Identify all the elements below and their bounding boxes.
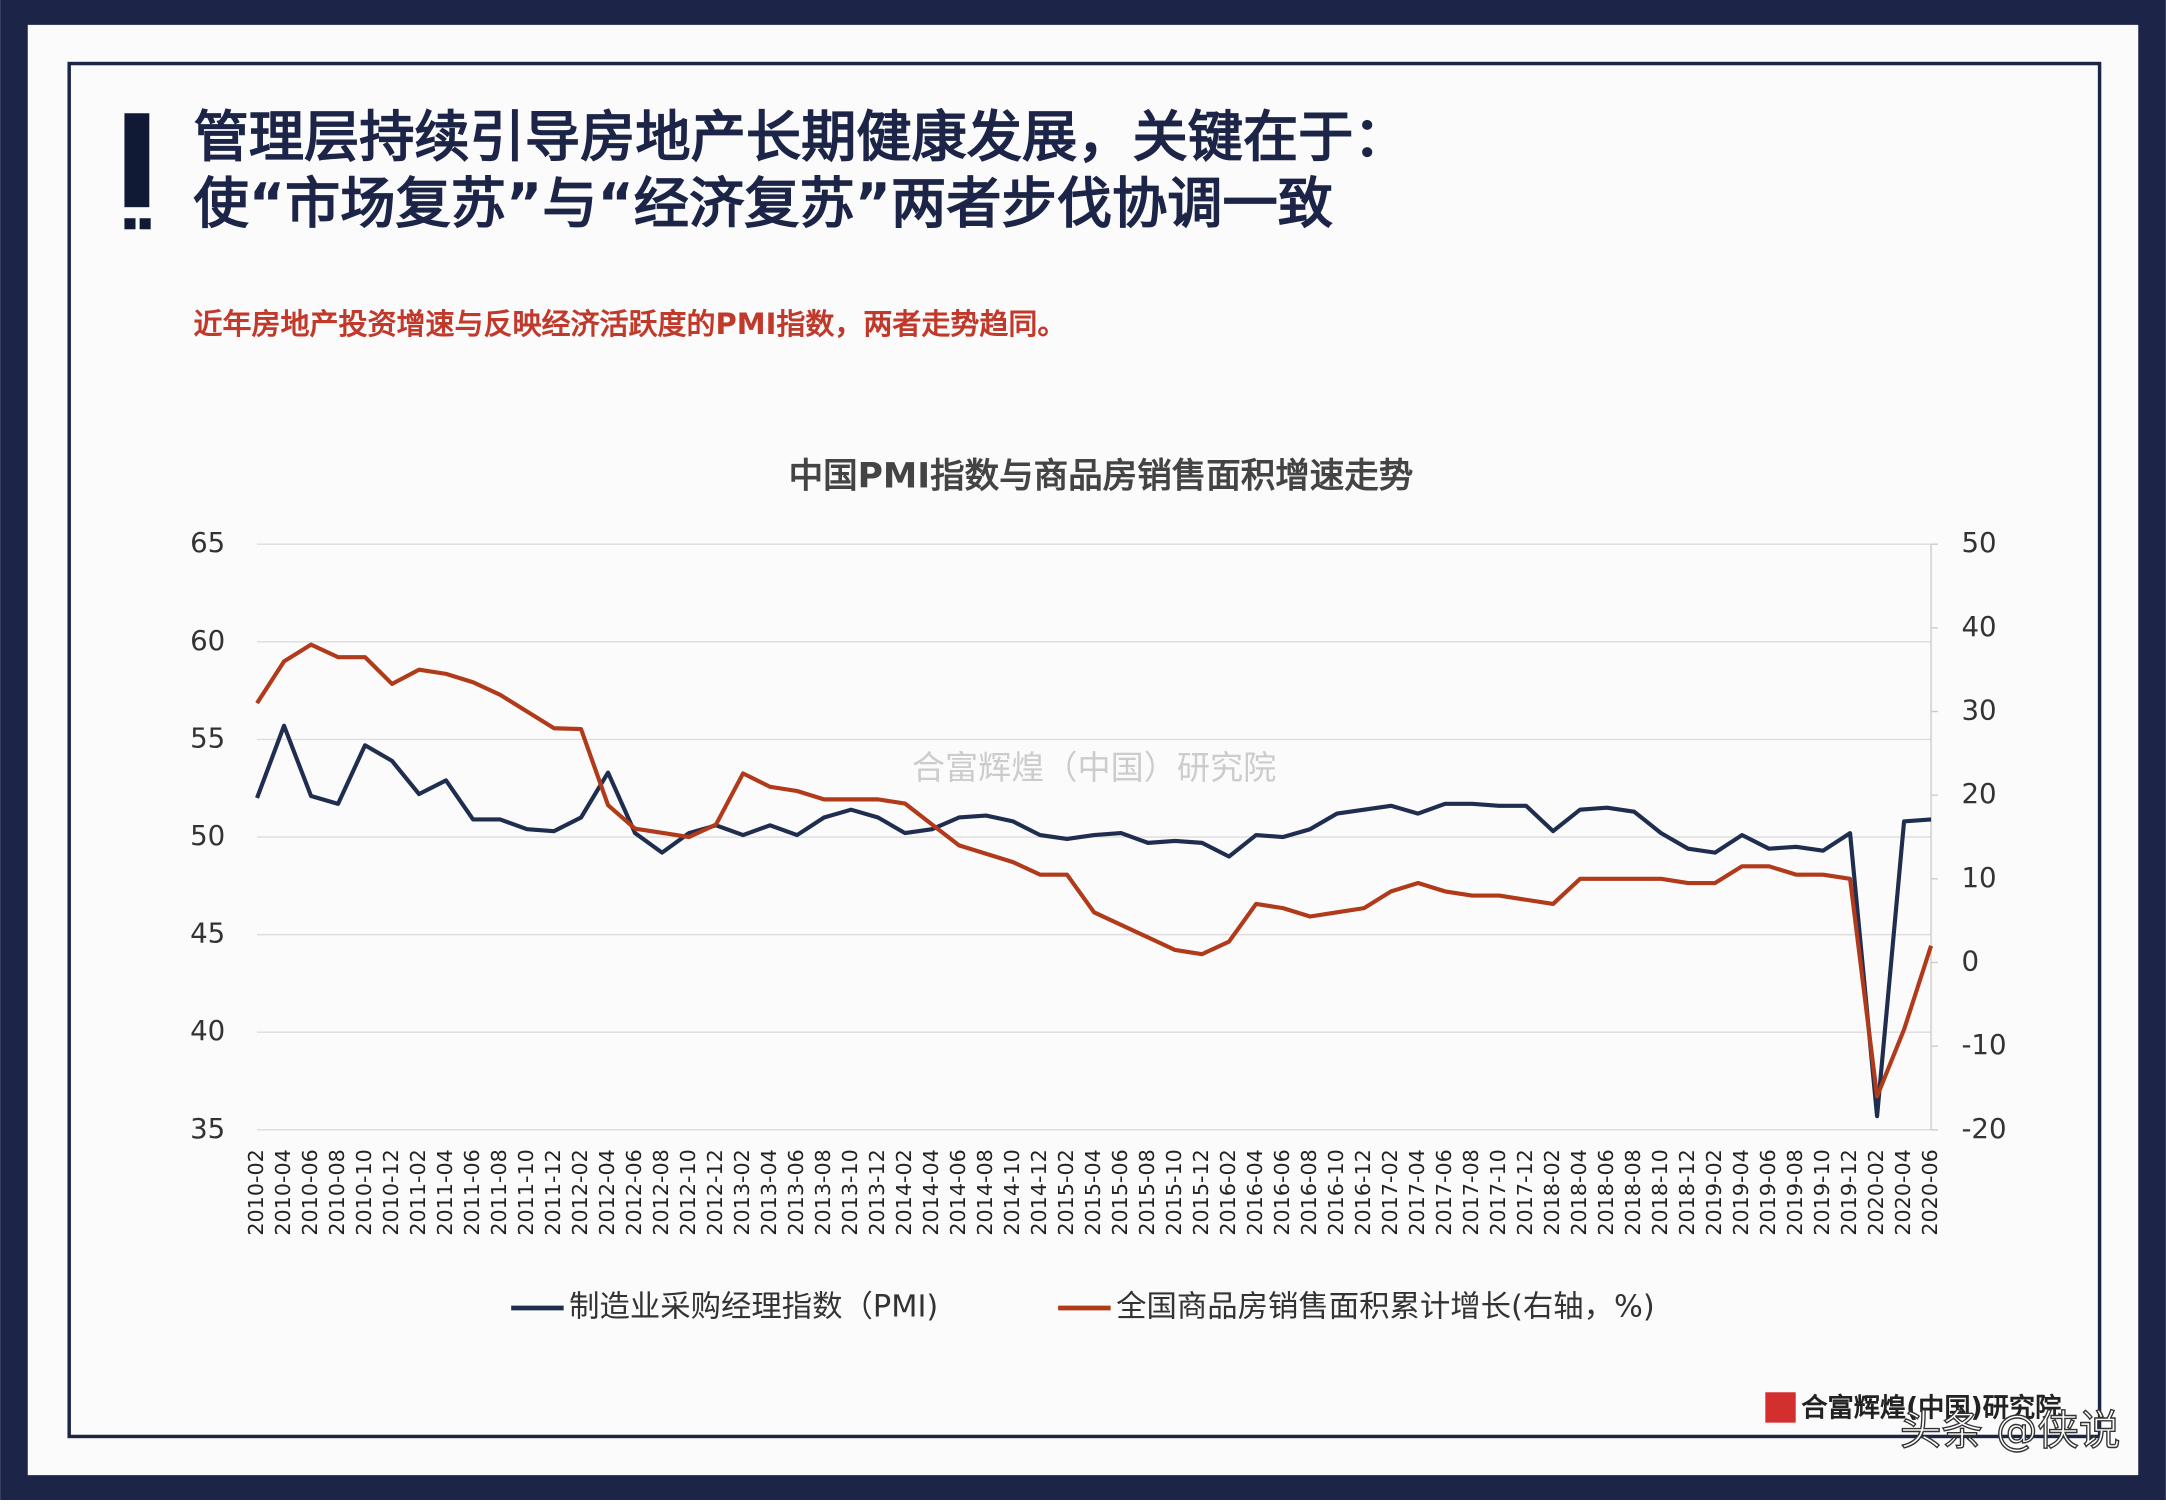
x-tick-label: 2020-04: [1891, 1149, 1915, 1236]
x-tick-label: 2011-02: [406, 1149, 430, 1236]
x-tick-label: 2013-06: [784, 1149, 808, 1236]
x-tick-label: 2018-12: [1675, 1149, 1699, 1236]
x-tick-label: 2010-06: [298, 1149, 322, 1236]
inner-border: [67, 61, 2102, 1439]
y-tick-label: 50: [190, 819, 225, 852]
x-tick-label: 2020-02: [1864, 1149, 1888, 1236]
x-tick-label: 2010-08: [325, 1149, 349, 1236]
y2-tick-label: 0: [1961, 945, 1979, 978]
logo-icon: [1765, 1392, 1796, 1423]
title-mark: [124, 218, 136, 230]
title-mark: [124, 113, 150, 208]
x-tick-label: 2019-04: [1729, 1149, 1753, 1236]
x-tick-label: 2010-12: [379, 1149, 403, 1236]
x-tick-label: 2016-08: [1297, 1149, 1321, 1236]
x-tick-label: 2016-10: [1324, 1149, 1348, 1236]
x-tick-label: 2018-10: [1648, 1149, 1672, 1236]
y-tick-label: 60: [190, 624, 225, 657]
x-tick-label: 2011-08: [487, 1149, 511, 1236]
x-tick-label: 2012-06: [622, 1149, 646, 1236]
x-tick-label: 2013-10: [838, 1149, 862, 1236]
x-tick-label: 2013-04: [757, 1149, 781, 1236]
x-tick-label: 2014-08: [973, 1149, 997, 1236]
x-tick-label: 2010-04: [271, 1149, 295, 1236]
x-tick-label: 2011-06: [460, 1149, 484, 1236]
x-tick-label: 2014-12: [1027, 1149, 1051, 1236]
x-tick-label: 2015-10: [1162, 1149, 1186, 1236]
logo-text: 合富辉煌(中国)研究院: [1801, 1392, 2061, 1423]
x-tick-label: 2015-12: [1189, 1149, 1213, 1236]
x-tick-label: 2013-02: [730, 1149, 754, 1236]
x-tick-label: 2016-04: [1243, 1149, 1267, 1236]
x-tick-label: 2014-10: [1000, 1149, 1024, 1236]
x-tick-label: 2019-02: [1702, 1149, 1726, 1236]
x-tick-label: 2015-04: [1081, 1149, 1105, 1236]
y-tick-label: 45: [190, 917, 225, 950]
x-tick-label: 2016-02: [1216, 1149, 1240, 1236]
subtitle: 近年房地产投资增速与反映经济活跃度的PMI指数，两者走势趋同。: [193, 307, 1066, 341]
y2-tick-label: 30: [1961, 694, 1996, 727]
x-tick-label: 2013-12: [865, 1149, 889, 1236]
x-tick-label: 2019-10: [1810, 1149, 1834, 1236]
y-tick-label: 35: [190, 1112, 225, 1145]
legend-label: 全国商品房销售面积累计增长(右轴，%): [1116, 1290, 1655, 1325]
x-tick-label: 2017-04: [1405, 1149, 1429, 1236]
x-tick-label: 2012-02: [568, 1149, 592, 1236]
x-tick-label: 2018-02: [1540, 1149, 1564, 1236]
credit: 头条 @侠说: [1900, 1407, 2120, 1455]
x-tick-label: 2018-04: [1567, 1149, 1591, 1236]
x-tick-label: 2019-12: [1837, 1149, 1861, 1236]
chart-title: 中国PMI指数与商品房销售面积增速走势: [789, 456, 1414, 496]
x-tick-label: 2010-10: [352, 1149, 376, 1236]
y-tick-label: 65: [190, 526, 225, 559]
legend-label: 制造业采购经理指数（PMI): [569, 1290, 938, 1325]
x-tick-label: 2011-12: [541, 1149, 565, 1236]
x-tick-label: 2017-10: [1486, 1149, 1510, 1236]
x-tick-label: 2018-06: [1594, 1149, 1618, 1236]
x-tick-label: 2015-02: [1054, 1149, 1078, 1236]
x-tick-label: 2012-04: [595, 1149, 619, 1236]
x-tick-label: 2013-08: [811, 1149, 835, 1236]
x-tick-label: 2015-08: [1135, 1149, 1159, 1236]
title: 使“市场复苏”与“经济复苏”两者步伐协调一致: [193, 172, 1333, 236]
x-tick-label: 2017-02: [1378, 1149, 1402, 1236]
x-tick-label: 2012-10: [676, 1149, 700, 1236]
y2-tick-label: 10: [1961, 861, 1996, 894]
x-tick-label: 2011-04: [433, 1149, 457, 1236]
x-tick-label: 2017-08: [1459, 1149, 1483, 1236]
x-tick-label: 2019-06: [1756, 1149, 1780, 1236]
sheet: [27, 24, 2139, 1476]
y2-tick-label: -10: [1961, 1028, 2006, 1061]
x-tick-label: 2016-12: [1351, 1149, 1375, 1236]
title-mark: [139, 218, 151, 230]
x-tick-label: 2014-04: [919, 1149, 943, 1236]
x-tick-label: 2016-06: [1270, 1149, 1294, 1236]
y2-tick-label: -20: [1961, 1112, 2006, 1145]
x-tick-label: 2017-12: [1513, 1149, 1537, 1236]
x-tick-label: 2012-08: [649, 1149, 673, 1236]
x-tick-label: 2017-06: [1432, 1149, 1456, 1236]
y-tick-label: 40: [190, 1014, 225, 1047]
y2-tick-label: 50: [1961, 526, 1996, 559]
x-tick-label: 2019-08: [1783, 1149, 1807, 1236]
y2-tick-label: 40: [1961, 610, 1996, 643]
series-line: [255, 642, 1934, 1099]
x-tick-label: 2014-06: [946, 1149, 970, 1236]
x-tick-label: 2020-06: [1918, 1149, 1942, 1236]
x-tick-label: 2010-02: [244, 1149, 268, 1236]
watermark: 合富辉煌（中国）研究院: [912, 748, 1276, 787]
x-tick-label: 2015-06: [1108, 1149, 1132, 1236]
x-tick-label: 2014-02: [892, 1149, 916, 1236]
x-tick-label: 2018-08: [1621, 1149, 1645, 1236]
y-tick-label: 55: [190, 721, 225, 754]
x-tick-label: 2011-10: [514, 1149, 538, 1236]
x-tick-label: 2012-12: [703, 1149, 727, 1236]
y2-tick-label: 20: [1961, 777, 1996, 810]
title: 管理层持续引导房地产长期健康发展，关键在于：: [193, 106, 1408, 170]
series-line: [255, 723, 1932, 1119]
